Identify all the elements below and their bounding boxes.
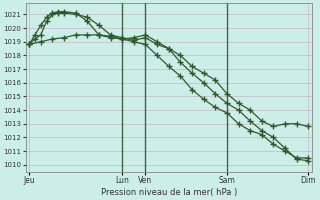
X-axis label: Pression niveau de la mer( hPa ): Pression niveau de la mer( hPa )	[100, 188, 237, 197]
